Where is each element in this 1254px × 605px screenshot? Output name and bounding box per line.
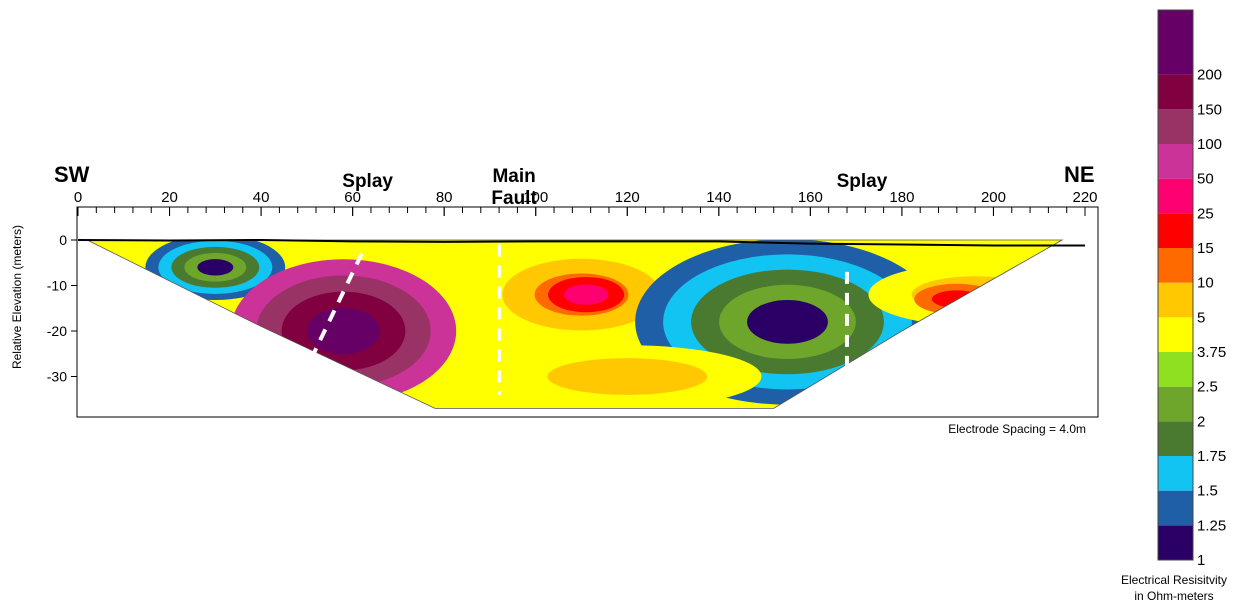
colorbar-cap xyxy=(1158,10,1193,40)
y-tick-label: -30 xyxy=(47,369,67,385)
x-tick-label: 20 xyxy=(161,189,178,206)
fault-lines xyxy=(309,244,849,395)
x-tick-label: 140 xyxy=(706,189,731,206)
colorbar-title-line-2: in Ohm-meters xyxy=(1134,589,1213,603)
colorbar-swatch xyxy=(1158,178,1193,214)
y-tick-label: -20 xyxy=(47,323,67,339)
annotation-0-line-0: Splay xyxy=(342,171,393,192)
colorbar-label: 25 xyxy=(1197,205,1214,222)
y-tick-label: 0 xyxy=(59,232,67,248)
y-axis-label: Relative Elevation (meters) xyxy=(10,225,24,369)
electrode-spacing-note: Electrode Spacing = 4.0m xyxy=(948,422,1086,436)
y-tick-label: -10 xyxy=(47,278,67,294)
colorbar-swatch xyxy=(1158,213,1193,248)
colorbar-label: 1.75 xyxy=(1197,448,1226,465)
anomaly-0-level-1 xyxy=(197,259,234,276)
colorbar-label: 100 xyxy=(1197,136,1222,153)
colorbar-swatch xyxy=(1158,74,1193,110)
colorbar-label: 2.5 xyxy=(1197,379,1218,396)
anomaly-4-level-1 xyxy=(747,300,828,344)
end-label-left: SW xyxy=(54,162,90,187)
colorbar-swatch xyxy=(1158,109,1193,144)
annotation-1-line-1: Fault xyxy=(491,188,537,209)
x-axis: 0 20 40 60 80 100 120 140 160 180 200 220 xyxy=(74,189,1098,216)
x-tick-label: 220 xyxy=(1072,189,1097,206)
colorbar-swatch xyxy=(1158,386,1193,422)
colorbar-swatch xyxy=(1158,248,1193,283)
x-tick-label: 160 xyxy=(798,189,823,206)
annotation-2-line-0: Splay xyxy=(837,171,888,192)
surface-profile-line xyxy=(77,238,1085,247)
x-tick-label: 0 xyxy=(74,189,82,206)
colorbar-label: 15 xyxy=(1197,240,1214,257)
colorbar-swatch xyxy=(1158,144,1193,179)
x-tick-label: 40 xyxy=(253,189,270,206)
x-tick-label: 180 xyxy=(889,189,914,206)
colorbar-swatch xyxy=(1158,525,1193,560)
colorbar-label: 150 xyxy=(1197,101,1222,118)
colorbar-title-line-1: Electrical Resisitvity xyxy=(1121,573,1227,587)
colorbar-label: 1.25 xyxy=(1197,517,1226,534)
anomaly-3-level-25 xyxy=(563,284,609,305)
y-axis: 0 -10 -20 -30 xyxy=(47,232,77,385)
colorbar-label: 1 xyxy=(1197,552,1205,569)
colorbar-swatch xyxy=(1158,421,1193,456)
colorbar-label: 5 xyxy=(1197,309,1205,326)
x-tick-label: 60 xyxy=(344,189,361,206)
section-outline xyxy=(86,239,1064,409)
colorbar-label: 200 xyxy=(1197,67,1222,84)
colorbar-label: 1.5 xyxy=(1197,483,1218,500)
colorbar: 1 1.25 1.5 1.75 2 2.5 3.75 5 10 15 25 50 100 150 200 xyxy=(1157,9,1226,569)
colorbar-swatch xyxy=(1158,490,1193,526)
x-tick-label: 100 xyxy=(523,189,548,206)
colorbar-swatch xyxy=(1158,352,1193,387)
colorbar-swatch xyxy=(1158,456,1193,491)
colorbar-swatch xyxy=(1158,282,1193,318)
colorbar-label: 10 xyxy=(1197,275,1214,292)
x-tick-label: 80 xyxy=(436,189,453,206)
colorbar-label: 50 xyxy=(1197,171,1214,188)
anomaly-1-level-200 xyxy=(306,307,381,355)
colorbar-label: 3.75 xyxy=(1197,344,1226,361)
x-tick-label: 200 xyxy=(981,189,1006,206)
x-tick-label: 120 xyxy=(615,189,640,206)
colorbar-swatch xyxy=(1158,40,1193,75)
colorbar-swatch xyxy=(1158,317,1193,352)
colorbar-label: 2 xyxy=(1197,413,1205,430)
end-label-right: NE xyxy=(1064,162,1095,187)
colorbar-frame xyxy=(1157,9,1194,561)
anomaly-7-level-5 xyxy=(547,358,708,395)
annotation-1-line-0: Main xyxy=(492,166,535,187)
